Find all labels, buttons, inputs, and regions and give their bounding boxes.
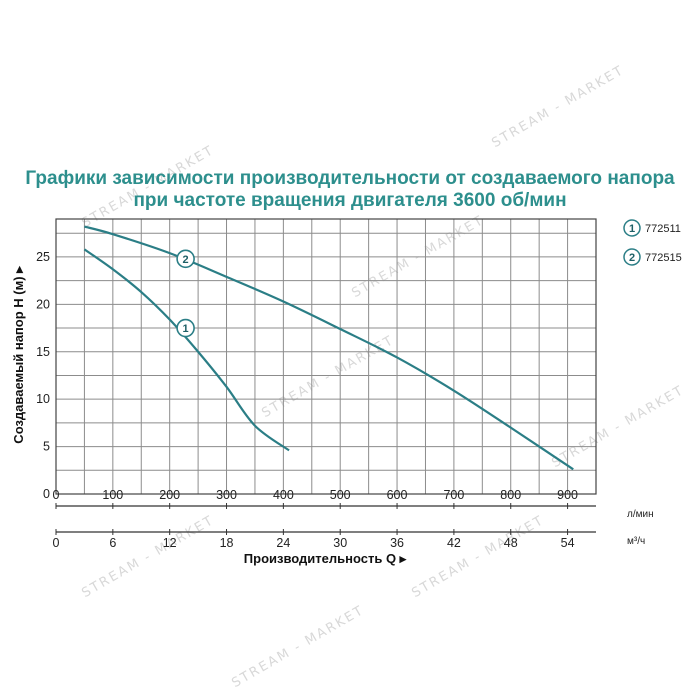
x2-tick-label: 12	[163, 536, 177, 550]
watermark-text: STREAM - MARKET	[229, 603, 367, 691]
watermark-text: STREAM - MARKET	[79, 513, 217, 601]
x-tick-label: 800	[500, 488, 521, 502]
plot-frame	[55, 218, 597, 495]
x-tick-label: 600	[387, 488, 408, 502]
y-tick-label: 0	[43, 487, 50, 501]
y-tick-label: 15	[36, 345, 50, 359]
x2-tick-label: 36	[390, 536, 404, 550]
watermark-text: STREAM - MARKET	[409, 513, 547, 601]
x2-tick-label: 24	[276, 536, 290, 550]
x2-tick-label: 6	[109, 536, 116, 550]
x-tick-label: 400	[273, 488, 294, 502]
x2-axis-unit: м³/ч	[627, 536, 645, 547]
legend-marker-label: 2	[629, 252, 635, 264]
x-tick-label: 200	[159, 488, 180, 502]
series-marker-2	[176, 249, 195, 269]
legend-marker	[623, 219, 641, 237]
x-tick-label: 500	[330, 488, 351, 502]
x2-tick-label: 18	[220, 536, 234, 550]
legend-item-label: 772515	[645, 252, 682, 264]
watermark-text: STREAM - MARKET	[489, 63, 627, 151]
x2-tick-label: 54	[561, 536, 575, 550]
x-tick-label: 700	[443, 488, 464, 502]
watermark-text: STREAM - MARKET	[549, 383, 687, 471]
y-tick-label: 20	[36, 297, 50, 311]
chart-title-line-2: при частоте вращения двигателя 3600 об/м…	[133, 190, 566, 211]
series-marker-label: 2	[183, 254, 189, 266]
x-axis-label: Производительность Q ▸	[244, 551, 408, 566]
series-line-772515	[84, 225, 574, 471]
x2-tick-label: 0	[53, 536, 60, 550]
legend-marker	[623, 248, 641, 266]
y-tick-label: 10	[36, 392, 50, 406]
y-tick-label: 5	[43, 440, 50, 454]
y-tick-label: 25	[36, 250, 50, 264]
legend-item-label: 772511	[645, 223, 681, 235]
x-tick-label: 900	[557, 488, 578, 502]
series-marker-label: 1	[183, 323, 189, 335]
x-tick-label: 300	[216, 488, 237, 502]
legend-marker-label: 1	[629, 223, 635, 235]
x2-tick-label: 42	[447, 536, 461, 550]
legend: 1 772511 2 772515	[623, 219, 682, 266]
plot-area: 0 5 10 15 20 25 0 100 200 300 400 500 600 700 800 900 0 6…	[36, 218, 597, 550]
series-line-772511	[83, 248, 290, 452]
x-tick-label: 0	[53, 488, 60, 502]
x-axis-unit: л/мин	[627, 509, 654, 520]
y-axis-label: Создаваемый напор H (м) ▸	[11, 265, 26, 444]
x2-tick-label: 48	[504, 536, 518, 550]
x2-tick-label: 30	[333, 536, 347, 550]
x-tick-label: 100	[102, 488, 123, 502]
chart-title-line-1: Графики зависимости производительности о…	[25, 168, 675, 189]
series-marker-1	[176, 318, 195, 338]
